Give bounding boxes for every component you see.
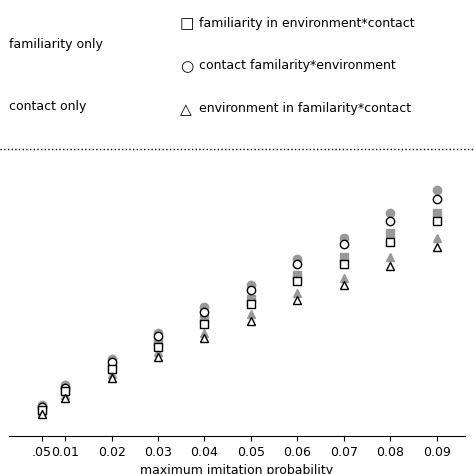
Text: environment in familarity*contact: environment in familarity*contact [199,102,411,115]
Text: contact only: contact only [9,100,87,112]
Text: contact familarity*environment: contact familarity*environment [199,59,396,72]
Text: △: △ [180,102,192,117]
X-axis label: maximum imitation probability: maximum imitation probability [140,465,334,474]
Text: familiarity only: familiarity only [9,38,103,51]
Text: ○: ○ [180,59,193,74]
Text: familiarity in environment*contact: familiarity in environment*contact [199,17,415,29]
Text: □: □ [180,17,194,32]
